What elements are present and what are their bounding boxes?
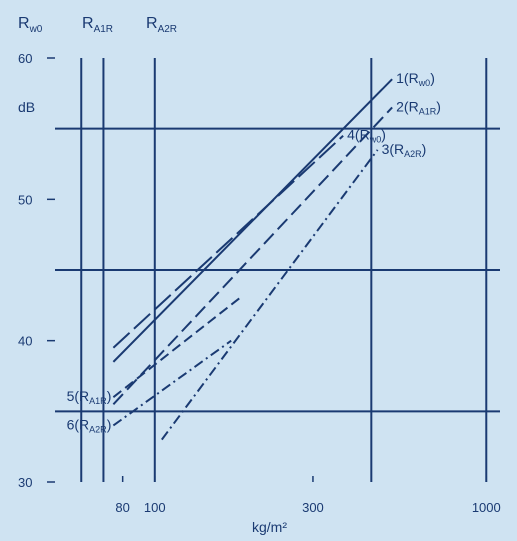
x-tick-label-1000: 1000 <box>472 500 501 515</box>
y-tick-label-30: 30 <box>18 475 32 490</box>
series-layer: 1(Rw0) 2(RA1R) 3(RA2R)4(Rw0) 5(RA1R) 6(RA2R) <box>67 70 441 441</box>
series-6-label: 6(RA2R) <box>67 416 112 434</box>
series-5-label: 5(RA1R) <box>67 388 112 406</box>
x-tick-label-300: 300 <box>302 500 324 515</box>
y-axis-label: dB <box>18 99 35 115</box>
grid <box>55 58 500 482</box>
series-1-label: 1(Rw0) <box>396 70 435 88</box>
series-4-label: 4(Rw0) <box>347 127 386 145</box>
header-label-1: RA1R <box>82 15 113 35</box>
series-3-line <box>161 149 379 441</box>
header-labels: Rw0 RA1R RA2R <box>18 15 177 35</box>
x-tick-label-80: 80 <box>115 500 129 515</box>
y-tick-label-50: 50 <box>18 192 32 207</box>
series-2-line <box>112 106 393 405</box>
y-tick-label-60: 60 <box>18 51 32 66</box>
x-axis-label: kg/m² <box>252 519 287 535</box>
series-3-label: 3(RA2R) <box>382 141 427 159</box>
x-tick-label-100: 100 <box>144 500 166 515</box>
header-label-0: Rw0 <box>18 15 43 35</box>
x-axis-ticks: 80 100 300 1000 <box>115 476 501 515</box>
header-label-2: RA2R <box>146 15 177 35</box>
series-2-label: 2(RA1R) <box>396 98 441 116</box>
series-6-line <box>112 339 232 427</box>
series-4-line <box>112 134 344 349</box>
y-axis-ticks: 30 40 50 60 <box>18 51 55 490</box>
series-1-line <box>112 78 393 363</box>
y-tick-label-40: 40 <box>18 334 32 349</box>
series-5-line <box>112 297 241 398</box>
